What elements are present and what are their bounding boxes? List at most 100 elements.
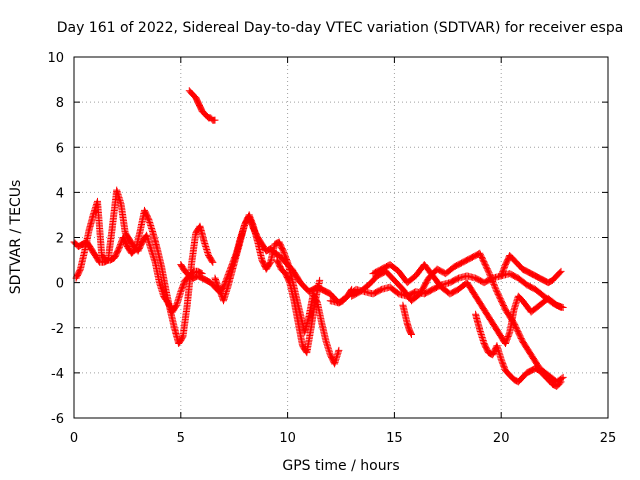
data-marker	[254, 238, 266, 263]
data-marker	[514, 274, 530, 288]
data-marker	[153, 245, 165, 269]
data-marker	[523, 281, 538, 293]
data-marker	[87, 245, 99, 258]
data-marker	[408, 291, 423, 305]
data-marker	[207, 279, 218, 290]
series-track-d	[211, 211, 343, 368]
data-marker	[502, 367, 513, 378]
data-marker	[141, 206, 152, 222]
data-marker	[536, 367, 547, 378]
y-tick-label: 2	[56, 232, 64, 247]
data-marker	[497, 262, 509, 280]
data-marker	[196, 103, 206, 114]
data-marker	[237, 221, 248, 244]
data-marker	[557, 378, 565, 386]
data-marker	[91, 252, 103, 265]
data-marker	[407, 331, 415, 339]
y-tick-label: -6	[51, 412, 64, 427]
data-marker	[175, 334, 186, 347]
series-track-i	[369, 261, 567, 347]
y-axis-ticks: -6 -4 -2 0 2 4 6 8 10	[47, 51, 608, 427]
data-marker	[185, 87, 194, 96]
data-marker	[168, 302, 180, 316]
data-marker	[282, 270, 293, 285]
data-marker	[450, 259, 465, 271]
data-marker	[232, 237, 244, 259]
series-track-j	[472, 310, 565, 390]
data-marker	[348, 288, 363, 300]
data-marker	[119, 234, 131, 249]
data-marker	[523, 267, 534, 277]
data-marker	[536, 274, 547, 284]
data-marker	[472, 292, 487, 312]
data-marker	[318, 319, 330, 344]
data-marker	[262, 259, 274, 273]
data-marker	[296, 279, 308, 290]
data-marker	[420, 261, 436, 279]
data-marker	[459, 255, 474, 266]
data-marker	[151, 258, 163, 285]
data-marker	[531, 272, 543, 281]
data-marker	[286, 279, 298, 303]
data-marker	[275, 252, 286, 263]
data-marker	[316, 276, 324, 284]
data-marker	[484, 267, 500, 294]
data-marker	[190, 91, 199, 100]
data-marker	[356, 282, 371, 296]
data-marker	[292, 272, 304, 285]
data-marker	[472, 310, 483, 333]
data-marker	[519, 370, 530, 381]
data-marker	[527, 270, 538, 279]
data-marker	[134, 239, 146, 255]
data-marker	[544, 376, 555, 387]
data-marker	[531, 285, 547, 299]
x-tick-label: 15	[386, 431, 403, 446]
data-marker	[442, 264, 457, 278]
data-marker	[463, 279, 479, 299]
data-marker	[273, 256, 285, 272]
series-track-f	[185, 87, 219, 124]
data-marker	[117, 200, 129, 235]
data-marker	[446, 286, 461, 298]
data-marker	[305, 286, 316, 296]
data-marker	[181, 267, 192, 279]
data-marker	[476, 249, 492, 274]
data-marker	[335, 293, 350, 307]
data-marker	[126, 236, 137, 249]
data-marker	[275, 238, 287, 254]
data-marker	[514, 375, 525, 386]
data-marker	[224, 269, 236, 291]
data-marker	[207, 114, 216, 123]
data-marker	[209, 258, 217, 266]
data-marker	[198, 107, 207, 116]
data-marker	[326, 290, 337, 301]
data-marker	[194, 267, 205, 277]
data-marker	[267, 242, 278, 266]
data-marker	[188, 89, 196, 98]
data-marker	[121, 229, 133, 243]
data-marker	[527, 302, 542, 316]
series-track-k	[497, 252, 565, 287]
data-marker	[188, 231, 199, 269]
data-marker	[420, 286, 436, 298]
y-tick-label: 0	[56, 277, 64, 292]
data-marker	[179, 303, 191, 341]
data-marker	[228, 253, 240, 275]
data-marker	[540, 371, 551, 382]
y-tick-label: -4	[51, 367, 64, 382]
x-tick-label: 10	[279, 431, 296, 446]
data-marker	[390, 276, 406, 292]
data-marker	[557, 267, 565, 275]
data-marker	[314, 299, 325, 326]
x-axis-ticks: 0 5 10 15 20 25	[70, 57, 616, 446]
series-track-e	[273, 256, 324, 357]
data-marker	[480, 306, 496, 326]
data-marker	[429, 272, 444, 290]
data-marker	[369, 286, 384, 298]
data-marker	[94, 197, 106, 258]
data-marker	[198, 274, 209, 284]
data-marker	[446, 275, 461, 287]
data-marker	[514, 261, 525, 272]
